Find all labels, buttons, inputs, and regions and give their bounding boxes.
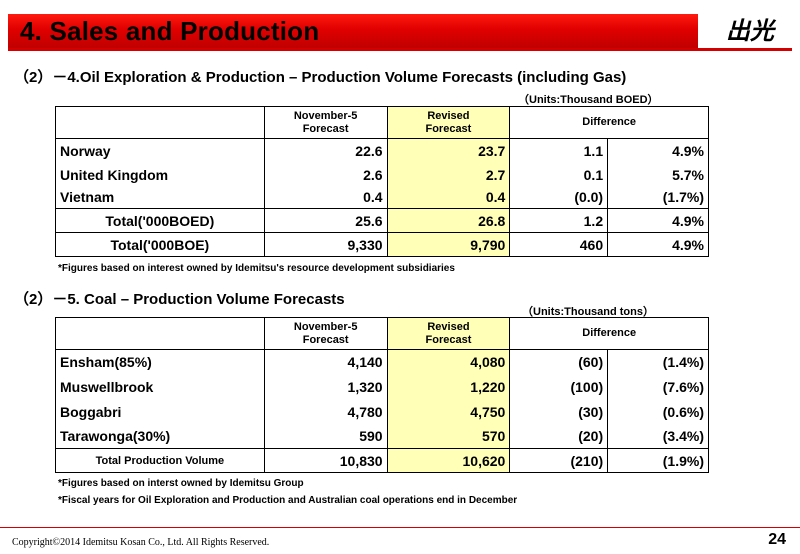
coal-table: November-5 Forecast Revised Forecast Diffe… bbox=[55, 317, 709, 473]
coal-row-muswellbrook: Muswellbrook 1,320 1,220 (100) (7.6%) bbox=[55, 374, 709, 400]
copyright-text: Copyright©2014 Idemitsu Kosan Co., Ltd. … bbox=[12, 537, 270, 548]
oil-row-uk: United Kingdom 2.6 2.7 0.1 5.7% bbox=[55, 162, 709, 187]
title-banner: 4. Sales and Production bbox=[0, 10, 800, 50]
company-logo: 出光 bbox=[708, 12, 792, 46]
coal-row-boggabri: Boggabri 4,780 4,750 (30) (0.6%) bbox=[55, 399, 709, 425]
oil-row-norway: Norway 22.6 23.7 1.1 4.9% bbox=[55, 138, 709, 163]
oil-header-rev: Revised Forecast bbox=[386, 106, 511, 139]
footer-divider bbox=[0, 527, 800, 528]
coal-header-prev: November-5 Forecast bbox=[263, 317, 388, 350]
coal-section-heading: （2）－5. Coal – Production Volume Forecast… bbox=[14, 291, 345, 308]
oil-header-prev: November-5 Forecast bbox=[263, 106, 388, 139]
coal-row-tarawonga: Tarawonga(30%) 590 570 (20) (3.4%) bbox=[55, 424, 709, 449]
oil-row-total-boe: Total('000BOE) 9,330 9,790 460 4.9% bbox=[55, 232, 709, 257]
oil-table: November-5 Forecast Revised Forecast Diffe… bbox=[55, 106, 709, 257]
oil-header-blank bbox=[55, 106, 265, 139]
coal-header-rev: Revised Forecast bbox=[386, 317, 511, 350]
oil-row-total-boed: Total('000BOED) 25.6 26.8 1.2 4.9% bbox=[55, 208, 709, 233]
oil-row-vietnam: Vietnam 0.4 0.4 (0.0) (1.7%) bbox=[55, 186, 709, 209]
coal-row-ensham: Ensham(85%) 4,140 4,080 (60) (1.4%) bbox=[55, 349, 709, 375]
coal-row-total: Total Production Volume 10,830 10,620 (2… bbox=[55, 448, 709, 473]
oil-header-diff: Difference bbox=[509, 106, 709, 139]
coal-units: （Units:Thousand tons） bbox=[522, 306, 654, 318]
coal-header-diff: Difference bbox=[509, 317, 709, 350]
title-underline bbox=[8, 48, 792, 51]
page-title: 4. Sales and Production bbox=[20, 16, 320, 46]
coal-header-row: November-5 Forecast Revised Forecast Diffe… bbox=[55, 317, 709, 350]
coal-header-blank bbox=[55, 317, 265, 350]
oil-units: （Units:Thousand BOED） bbox=[518, 94, 659, 106]
coal-note-2: *Fiscal years for Oil Exploration and Pr… bbox=[58, 495, 518, 506]
oil-section-heading: （2）－4.Oil Exploration & Production – Pro… bbox=[14, 69, 627, 86]
svg-text:出光: 出光 bbox=[726, 16, 777, 45]
page-number: 24 bbox=[768, 531, 786, 548]
title-banner-bar bbox=[8, 14, 698, 48]
oil-header-row: November-5 Forecast Revised Forecast Diffe… bbox=[55, 106, 709, 139]
coal-note-1: *Figures based on interst owned by Idemi… bbox=[58, 478, 304, 489]
oil-note: *Figures based on interest owned by Idem… bbox=[58, 263, 455, 274]
